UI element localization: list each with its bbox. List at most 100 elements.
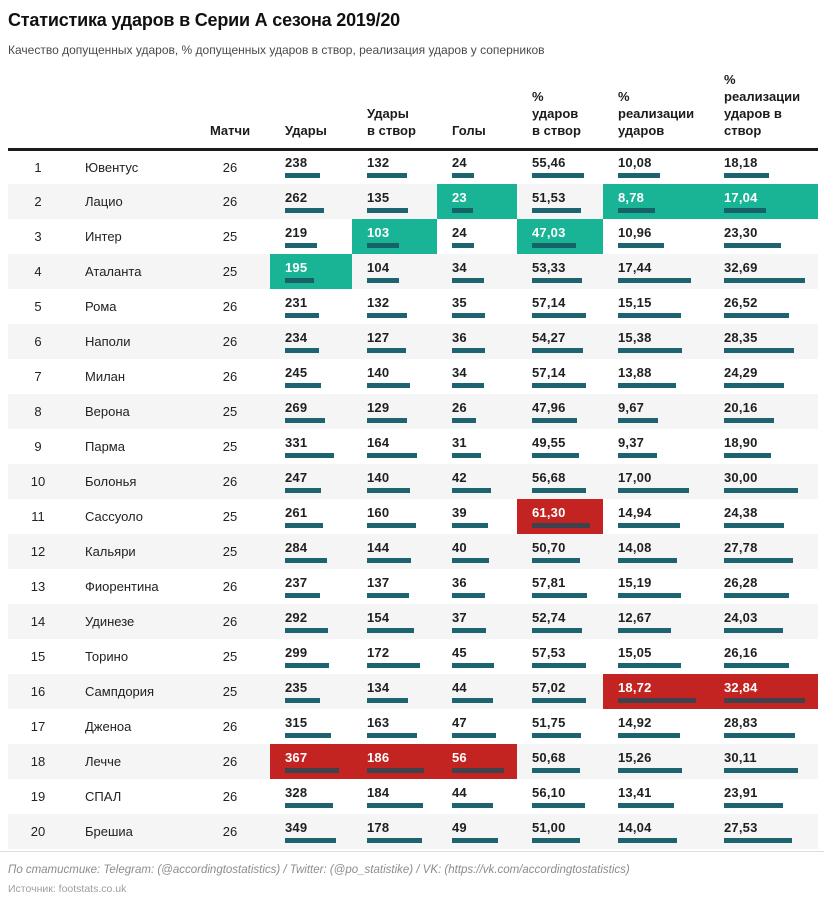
stat-value: 32,84 — [724, 679, 758, 695]
stat-cell: 299 — [270, 639, 352, 674]
stat-bar-track — [724, 417, 805, 423]
stat-bar — [452, 557, 490, 563]
stat-cell: 37 — [437, 604, 517, 639]
rank-cell: 2 — [34, 194, 42, 209]
stat-bar-track — [532, 592, 590, 598]
stat-bar — [452, 662, 494, 668]
rank-cell: 10 — [30, 474, 46, 489]
team-name: Лацио — [85, 194, 123, 209]
stat-value: 28,35 — [724, 329, 758, 345]
stat-bar-track — [285, 697, 339, 703]
rank-cell: 11 — [31, 509, 45, 524]
stat-cell: 51,75 — [517, 709, 603, 744]
stat-bar-track — [367, 207, 424, 213]
stat-value: 37 — [452, 609, 467, 625]
stat-cell: 164 — [352, 429, 437, 464]
team-name: Ювентус — [85, 159, 139, 175]
stat-cell: 24,38 — [709, 499, 818, 534]
rank-cell: 1 — [34, 159, 42, 175]
stat-cell: 57,14 — [517, 359, 603, 394]
rank-cell: 19 — [30, 789, 46, 804]
rank-cell: 16 — [30, 684, 46, 699]
stat-bar — [724, 242, 782, 248]
stat-bar — [532, 522, 590, 528]
stat-value: 51,75 — [532, 714, 566, 730]
stat-cell: 30,11 — [709, 744, 818, 779]
stat-bar — [724, 417, 774, 423]
stat-bar-track — [724, 662, 805, 668]
stat-value: 50,68 — [532, 749, 566, 765]
team-name: Парма — [85, 439, 125, 454]
team-row: 20 Брешиа 26 349 178 49 51,00 14,04 27,53 — [8, 814, 818, 849]
stat-value: 34 — [452, 364, 467, 380]
stat-cell: 24,29 — [709, 359, 818, 394]
stat-bar — [618, 767, 682, 773]
stat-value: 26 — [452, 399, 467, 415]
team-row: 7 Милан 26 245 140 34 57,14 13,88 24,29 — [8, 359, 818, 394]
stat-bar — [367, 452, 418, 458]
stat-value: 18,90 — [724, 434, 758, 450]
stat-bar-track — [367, 592, 424, 598]
stat-value: 51,00 — [532, 819, 566, 835]
stat-bar-track — [367, 417, 424, 423]
stat-value: 17,00 — [618, 469, 652, 485]
stat-value: 56,10 — [532, 784, 566, 800]
stat-cell: 328 — [270, 779, 352, 814]
stat-cell: 127 — [352, 324, 437, 359]
stat-bar-track — [532, 277, 590, 283]
team-name: Фиорентина — [85, 579, 159, 594]
stat-bar — [724, 452, 771, 458]
stat-bar — [618, 207, 655, 213]
stat-bar — [452, 417, 477, 423]
team-name: Милан — [85, 369, 126, 384]
stat-cell: 61,30 — [517, 499, 603, 534]
stat-bar — [724, 173, 769, 179]
stat-bar — [532, 487, 586, 493]
stats-table: Матчи Удары Удары в створ Голы % ударов … — [8, 69, 818, 849]
stat-value: 231 — [285, 294, 308, 310]
stat-cell: 15,15 — [603, 289, 709, 324]
stat-value: 50,70 — [532, 539, 566, 555]
stat-bar-track — [618, 382, 696, 388]
stat-value: 32,69 — [724, 259, 758, 275]
stat-bar-track — [618, 557, 696, 563]
stat-bar-track — [532, 802, 590, 808]
stat-cell: 47,03 — [517, 219, 603, 254]
stat-cell: 39 — [437, 499, 517, 534]
stat-bar-track — [285, 242, 339, 248]
rank-cell: 3 — [34, 229, 42, 244]
stat-value: 15,15 — [618, 294, 652, 310]
stat-bar — [285, 312, 319, 318]
stat-bar-track — [285, 592, 339, 598]
column-header-pct-on-target: % ударов в створ — [517, 69, 603, 151]
stat-value: 328 — [285, 784, 308, 800]
stat-bar — [452, 382, 484, 388]
stat-value: 49,55 — [532, 434, 566, 450]
stat-bar — [532, 242, 577, 248]
team-row: 11 Сассуоло 25 261 160 39 61,30 14,94 24,38 — [8, 499, 818, 534]
stat-bar-track — [452, 592, 504, 598]
stat-cell: 26,16 — [709, 639, 818, 674]
stat-cell: 104 — [352, 254, 437, 289]
stat-cell: 160 — [352, 499, 437, 534]
stat-bar — [367, 802, 424, 808]
stat-cell: 238 — [270, 149, 352, 184]
stat-bar — [367, 627, 415, 633]
stat-bar-track — [452, 662, 504, 668]
column-header-pct-conversion-on-target: % реализации ударов в створ — [709, 69, 818, 151]
stat-cell: 219 — [270, 219, 352, 254]
stat-bar — [618, 557, 677, 563]
stat-cell: 15,26 — [603, 744, 709, 779]
stat-bar-track — [452, 277, 504, 283]
stat-value: 20,16 — [724, 399, 758, 415]
stat-bar — [532, 837, 581, 843]
stat-cell: 57,81 — [517, 569, 603, 604]
rank-cell: 15 — [30, 649, 46, 664]
team-name: Наполи — [85, 334, 131, 349]
team-row: 13 Фиорентина 26 237 137 36 57,81 15,19 26,28 — [8, 569, 818, 604]
stat-bar — [618, 382, 676, 388]
stat-value: 129 — [367, 399, 390, 415]
team-row: 19 СПАЛ 26 328 184 44 56,10 13,41 23,91 — [8, 779, 818, 814]
stat-cell: 13,41 — [603, 779, 709, 814]
stat-cell: 40 — [437, 534, 517, 569]
